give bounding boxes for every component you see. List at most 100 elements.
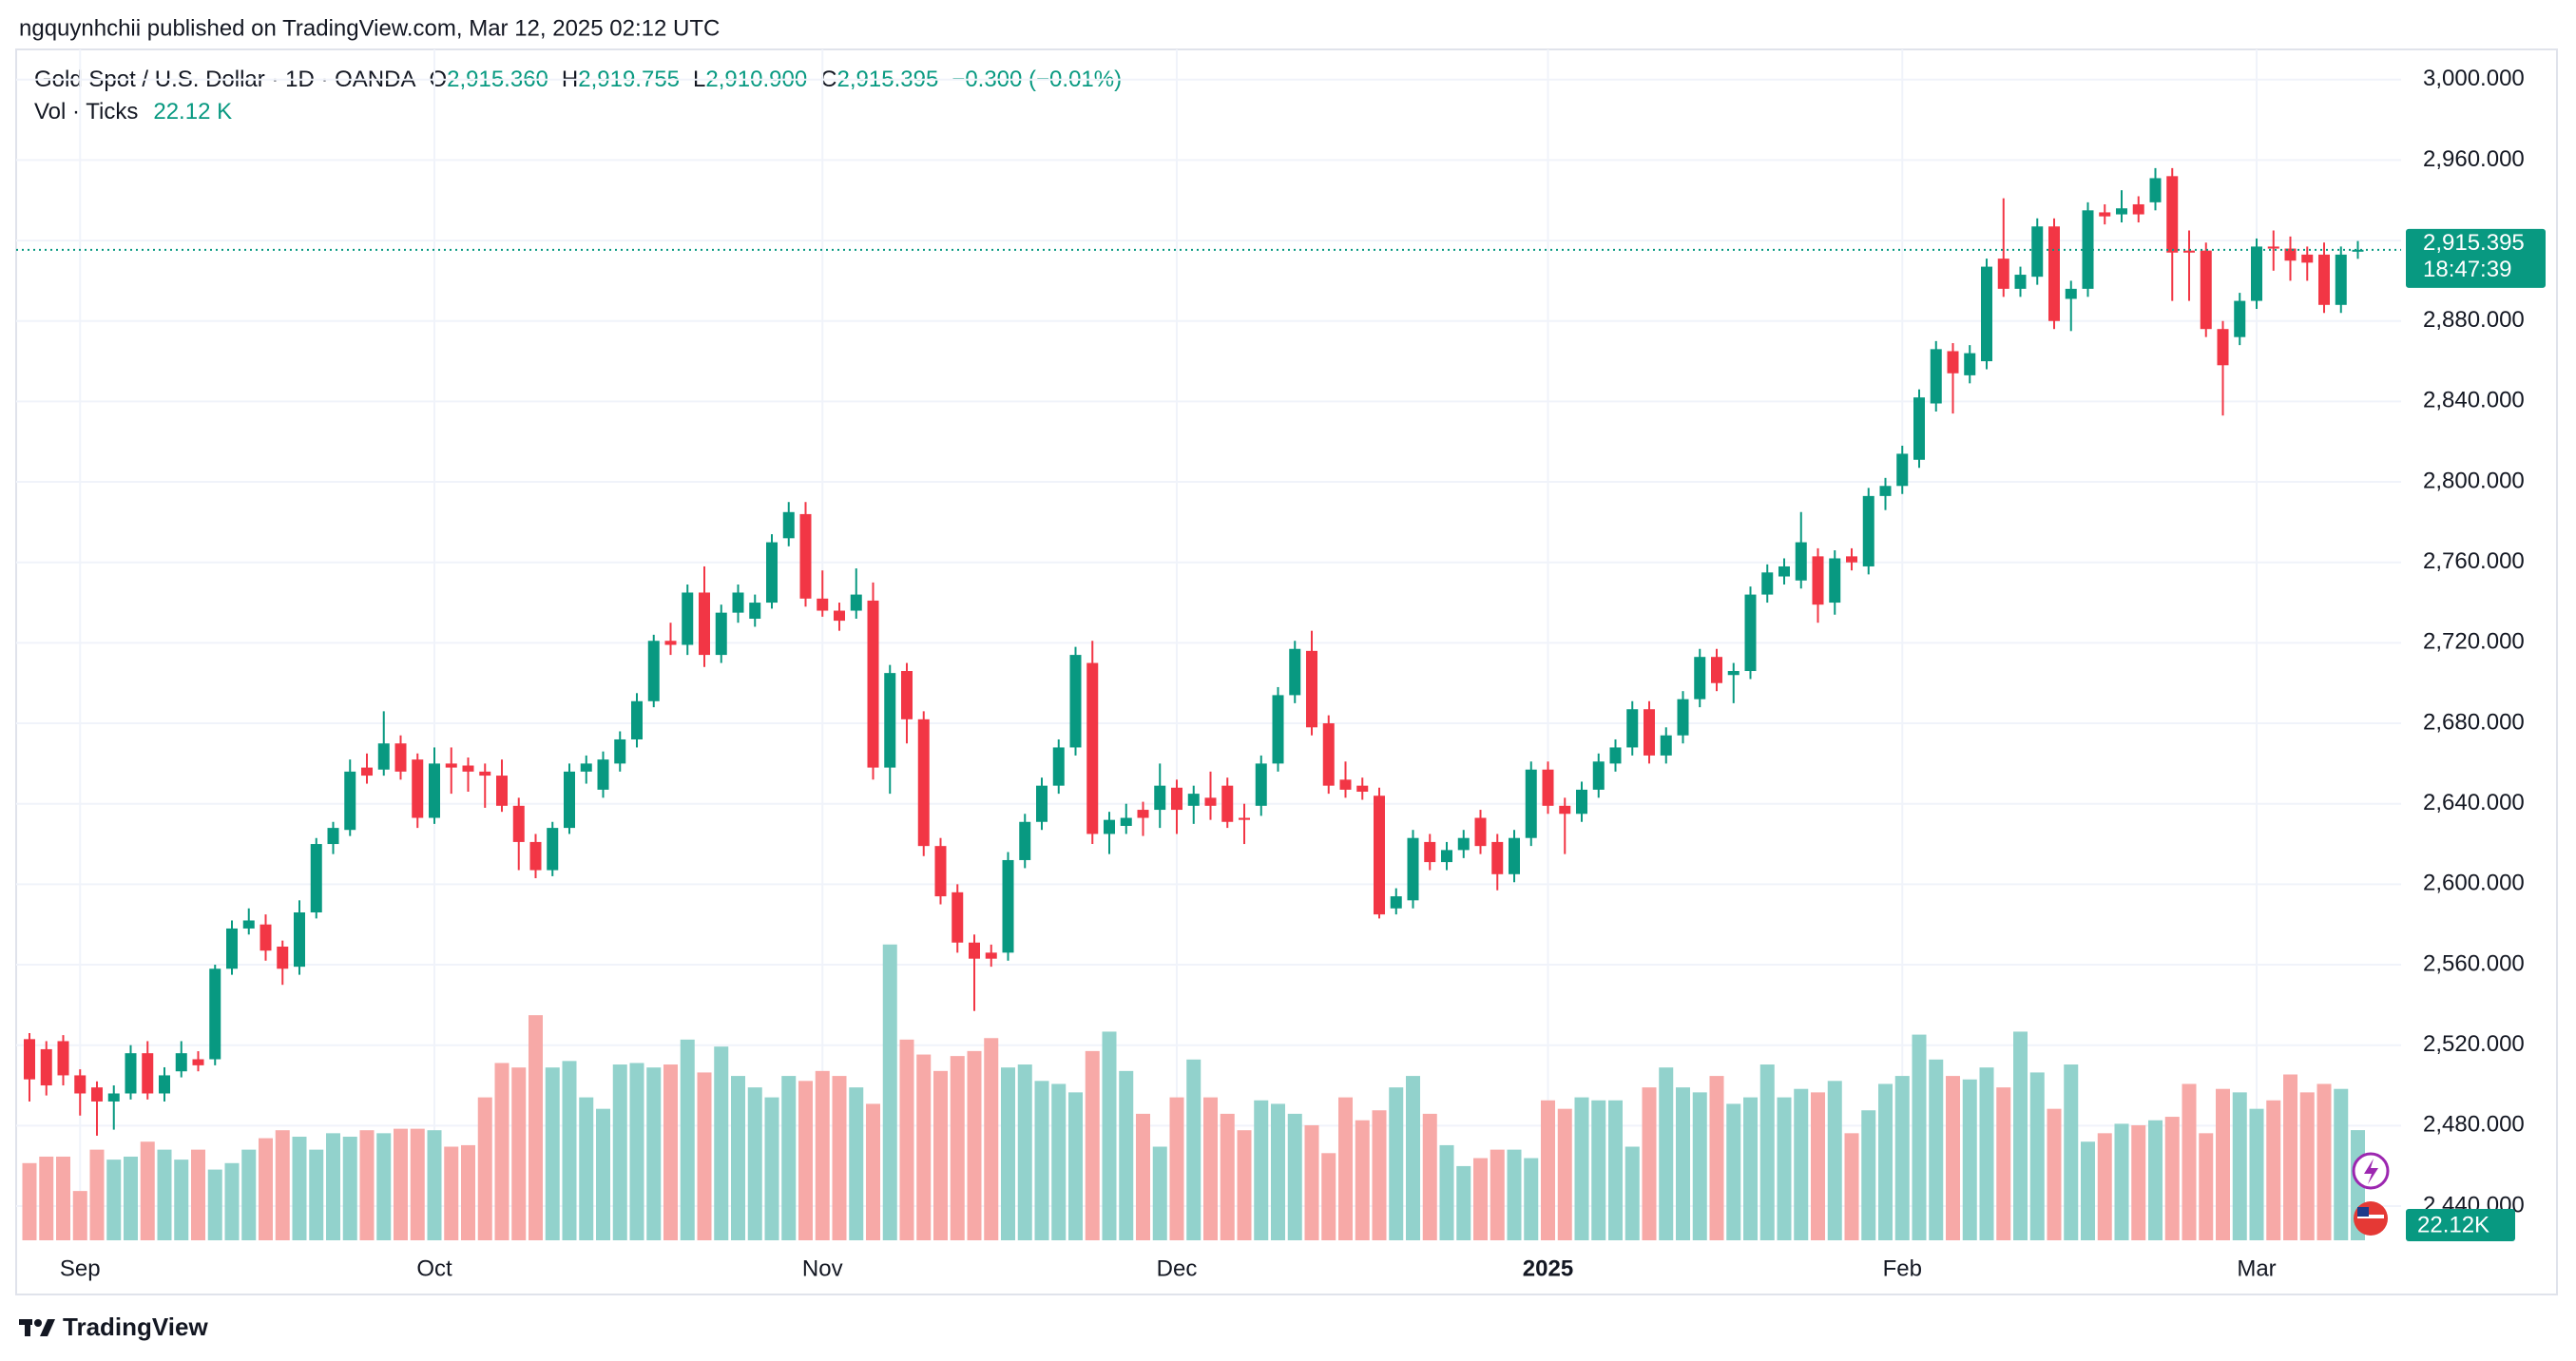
volume-bar	[2182, 1083, 2197, 1240]
volume-bar	[275, 1130, 290, 1240]
candle-body	[1559, 805, 1571, 815]
volume-bar	[2232, 1092, 2247, 1240]
volume-bar	[394, 1128, 408, 1240]
volume-bar	[680, 1039, 695, 1240]
candle-body	[344, 771, 356, 831]
candle-body	[1069, 655, 1082, 748]
volume-bar	[1017, 1064, 1032, 1240]
candle-body	[260, 924, 272, 951]
candle-body	[749, 603, 761, 619]
candle-body	[24, 1039, 35, 1080]
volume-bar	[1085, 1050, 1100, 1240]
candle-body	[834, 610, 845, 622]
volume-bar	[849, 1087, 864, 1240]
candle-body	[1491, 841, 1504, 874]
volume-bar	[1220, 1113, 1235, 1240]
candle-body	[40, 1048, 52, 1086]
volume-bar	[1304, 1124, 1319, 1240]
volume-bar	[410, 1128, 425, 1240]
volume-bar	[1422, 1113, 1437, 1240]
candle-body	[2318, 254, 2330, 305]
volume-bar	[207, 1169, 222, 1240]
candle-body	[985, 952, 997, 959]
candle-body	[91, 1087, 103, 1102]
candle-body	[1812, 556, 1824, 605]
alert-bolt	[2364, 1159, 2378, 1184]
candle-body	[294, 912, 305, 968]
candle-body	[1525, 769, 1537, 838]
volume-bar	[157, 1149, 172, 1240]
volume-bar	[1119, 1070, 1134, 1240]
volume-bar	[1473, 1158, 1488, 1240]
candle-body	[597, 759, 609, 790]
candle-body	[631, 700, 643, 739]
candle-body	[1795, 542, 1807, 581]
volume-bar	[1557, 1108, 1572, 1240]
y-tick-label: 2,640.000	[2423, 790, 2525, 815]
volume-bar	[39, 1156, 54, 1240]
volume-bar	[2131, 1124, 2146, 1240]
candle-body	[1677, 699, 1689, 736]
candle-body	[2031, 226, 2044, 278]
volume-bar	[1946, 1076, 1960, 1240]
candle-body	[479, 771, 491, 776]
volume-bar	[646, 1067, 662, 1240]
candle-body	[901, 671, 913, 719]
volume-bar	[494, 1063, 509, 1240]
volume-bar	[477, 1097, 492, 1240]
volume-bar	[1321, 1153, 1336, 1240]
candle-body	[142, 1053, 154, 1094]
volume-bar	[1287, 1113, 1302, 1240]
volume-bar	[1624, 1146, 1640, 1240]
countdown-label: 18:47:39	[2423, 257, 2511, 282]
volume-bar	[781, 1076, 797, 1240]
volume-bar	[832, 1076, 847, 1240]
y-tick-label: 2,880.000	[2423, 307, 2525, 333]
candle-body	[1036, 785, 1048, 822]
candle-body	[1002, 859, 1014, 953]
volume-bar	[798, 1081, 813, 1240]
candle-body	[2200, 250, 2212, 330]
candle-body	[1609, 747, 1622, 764]
volume-bar	[1979, 1067, 1994, 1240]
candle-body	[512, 805, 525, 842]
candle-body	[327, 828, 339, 845]
candle-body	[799, 513, 812, 599]
x-tick-label: Oct	[416, 1256, 452, 1281]
volume-bar	[359, 1130, 375, 1240]
volume-bar	[1642, 1087, 1657, 1240]
candle-body	[1019, 821, 1031, 860]
y-tick-label: 2,800.000	[2423, 468, 2525, 493]
candle-body	[361, 767, 373, 776]
candle-body	[614, 738, 626, 764]
volume-bar	[899, 1039, 914, 1240]
volume-bar	[2266, 1100, 2281, 1240]
volume-bar	[1372, 1110, 1387, 1240]
volume-bar	[1237, 1130, 1252, 1240]
price-badge-label: 2,915.395	[2423, 230, 2525, 256]
volume-bar	[292, 1137, 307, 1240]
candle-body	[884, 673, 896, 768]
candle-body	[159, 1075, 170, 1094]
volume-bar	[950, 1056, 965, 1240]
volume-bar	[1152, 1146, 1167, 1240]
publisher: ngquynhchii published on TradingView.com…	[19, 15, 720, 41]
volume-bar	[444, 1146, 459, 1240]
volume-bar	[2283, 1074, 2297, 1240]
volume-bar	[1034, 1081, 1049, 1240]
volume-bar	[1001, 1067, 1015, 1240]
volume-bar	[174, 1160, 189, 1240]
volume-bar	[1929, 1059, 1944, 1240]
candle-body	[1474, 817, 1487, 847]
y-tick-label: 2,720.000	[2423, 629, 2525, 655]
volume-bar	[1271, 1103, 1285, 1240]
volume-bar	[89, 1149, 105, 1240]
candle-body	[377, 743, 390, 770]
volume-bar	[612, 1064, 627, 1240]
volume-bar	[56, 1156, 70, 1240]
candle-body	[226, 928, 238, 969]
x-tick-label: Sep	[60, 1256, 101, 1281]
candle-body	[1086, 662, 1099, 834]
volume-bar	[1692, 1092, 1707, 1240]
candle-body	[175, 1053, 187, 1072]
